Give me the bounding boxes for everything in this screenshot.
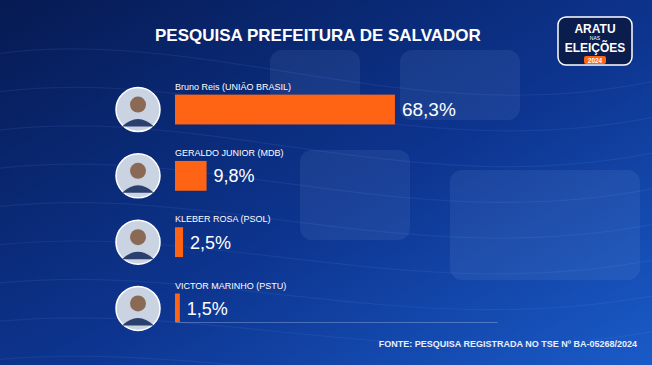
x-axis-line	[176, 322, 498, 323]
source: FONTE: PESQUISA REGISTRADA NO TSE Nº BA-…	[379, 339, 637, 349]
logo-year-box	[584, 56, 606, 64]
candidate-photo	[116, 286, 160, 330]
decoration-key	[450, 170, 640, 280]
candidate-photo-head	[130, 97, 146, 113]
chart-root: PESQUISA PREFEITURA DE SALVADORARATUNASE…	[0, 0, 652, 365]
decoration	[0, 49, 652, 365]
data-label: 2,5%	[190, 233, 231, 253]
chart-svg: PESQUISA PREFEITURA DE SALVADORARATUNASE…	[0, 0, 652, 365]
category-labels: Bruno Reis (UNIÃO BRASIL) GERALDO JUNIOR …	[175, 82, 291, 291]
decoration-curve	[0, 356, 652, 365]
data-labels: 68,3% 9,8% 2,5% 1,5%	[187, 99, 456, 319]
data-label: 68,3%	[402, 99, 456, 120]
logo-text: ARATU	[574, 22, 615, 36]
bar	[175, 95, 395, 125]
data-label: 1,5%	[187, 299, 228, 319]
title: PESQUISA PREFEITURA DE SALVADOR	[155, 26, 481, 45]
background	[0, 0, 652, 365]
decoration-key	[400, 50, 520, 120]
bar	[175, 161, 207, 191]
category-label: KLEBER ROSA (PSOL)	[175, 214, 271, 224]
logo-box	[558, 17, 632, 65]
x-axis	[176, 322, 498, 323]
candidate-photo-body	[122, 119, 154, 127]
candidate-photo	[116, 220, 160, 264]
decoration-curve	[0, 279, 652, 309]
data-label: 9,8%	[214, 166, 255, 186]
bar	[175, 294, 180, 322]
bar	[175, 227, 183, 257]
logo-text: 2024	[588, 57, 603, 64]
category-label: Bruno Reis (UNIÃO BRASIL)	[175, 82, 291, 92]
candidate-photo-head	[130, 163, 146, 179]
decoration-key	[300, 150, 410, 240]
bars	[175, 95, 395, 322]
logo-text: ELEIÇÕES	[565, 40, 626, 55]
logo: ARATUNASELEIÇÕES2024	[558, 17, 632, 65]
candidate-photo-head	[130, 295, 146, 311]
candidate-photo	[116, 88, 160, 132]
photos	[116, 88, 160, 331]
candidate-photo-body	[122, 185, 154, 193]
category-label: GERALDO JUNIOR (MDB)	[175, 148, 284, 158]
candidate-photo-head	[130, 229, 146, 245]
candidate-photo-body	[122, 252, 154, 260]
candidate-photo	[116, 154, 160, 198]
candidate-photo-body	[122, 318, 154, 326]
category-label: VICTOR MARINHO (PSTU)	[175, 281, 286, 291]
